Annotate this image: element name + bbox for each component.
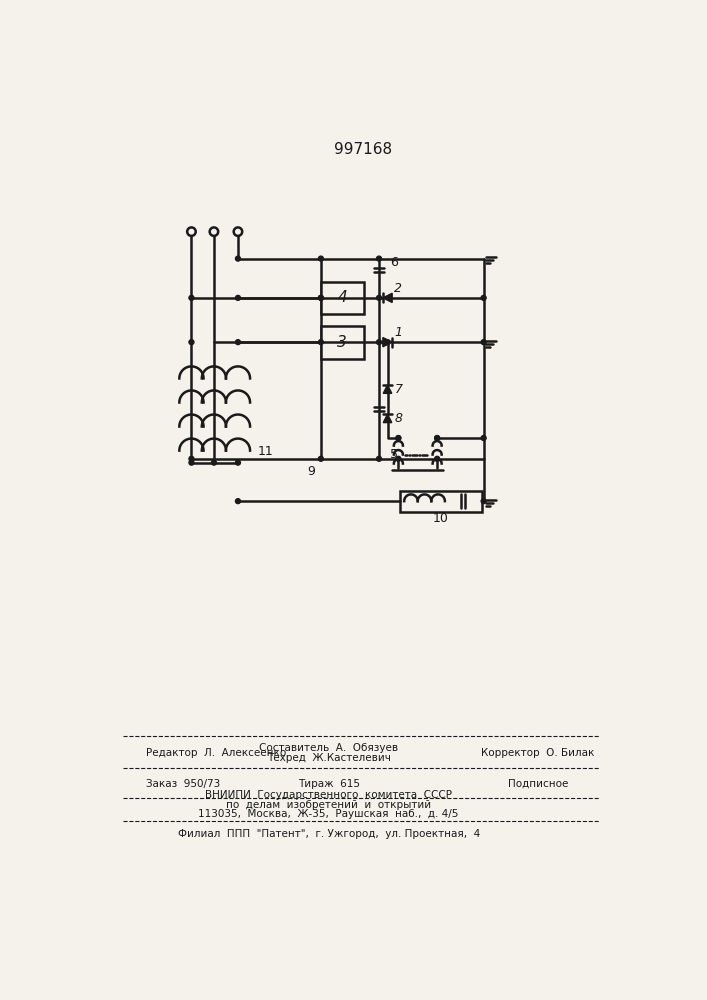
Text: Заказ  950/73: Заказ 950/73 xyxy=(146,779,221,789)
Text: Редактор  Л.  Алексеенко: Редактор Л. Алексеенко xyxy=(146,748,287,758)
Text: по  делам  изобретений  и  открытий: по делам изобретений и открытий xyxy=(226,800,431,810)
Circle shape xyxy=(396,436,401,440)
Bar xyxy=(321,282,363,314)
Circle shape xyxy=(189,295,194,300)
Circle shape xyxy=(481,340,486,345)
Circle shape xyxy=(385,340,390,345)
Polygon shape xyxy=(383,293,392,302)
Text: Составитель  А.  Обязуев: Составитель А. Обязуев xyxy=(259,743,398,753)
Circle shape xyxy=(396,436,401,440)
Circle shape xyxy=(235,295,240,300)
Polygon shape xyxy=(383,414,392,423)
Circle shape xyxy=(396,456,401,461)
Text: 113035,  Москва,  Ж-35,  Раушская  наб.,  д. 4/5: 113035, Москва, Ж-35, Раушская наб., д. … xyxy=(199,809,459,819)
Bar xyxy=(400,491,481,512)
Text: 1: 1 xyxy=(395,326,402,339)
Text: 997168: 997168 xyxy=(334,142,392,157)
Circle shape xyxy=(377,295,382,300)
Circle shape xyxy=(318,256,323,261)
Circle shape xyxy=(481,499,486,504)
Circle shape xyxy=(318,340,323,345)
Circle shape xyxy=(235,499,240,504)
Text: Подписное: Подписное xyxy=(508,779,568,789)
Circle shape xyxy=(377,340,382,345)
Circle shape xyxy=(435,436,440,440)
Text: 6: 6 xyxy=(390,256,398,269)
Text: 4: 4 xyxy=(337,290,347,305)
Text: 5: 5 xyxy=(390,448,398,461)
Text: Тираж  615: Тираж 615 xyxy=(298,779,360,789)
Circle shape xyxy=(318,295,323,300)
Circle shape xyxy=(481,436,486,440)
Circle shape xyxy=(435,456,440,461)
Text: Филиал  ППП  "Патент",  г. Ужгород,  ул. Проектная,  4: Филиал ППП "Патент", г. Ужгород, ул. Про… xyxy=(177,829,480,839)
Polygon shape xyxy=(383,385,392,393)
Circle shape xyxy=(189,460,194,465)
Circle shape xyxy=(235,340,240,345)
Text: 11: 11 xyxy=(257,445,273,458)
Bar xyxy=(321,326,363,359)
Text: 8: 8 xyxy=(395,412,402,425)
Circle shape xyxy=(481,295,486,300)
Circle shape xyxy=(435,436,440,440)
Circle shape xyxy=(235,256,240,261)
Text: ВНИИПИ  Государственного  комитета  СССР: ВНИИПИ Государственного комитета СССР xyxy=(205,790,452,800)
Circle shape xyxy=(318,295,323,300)
Text: 9: 9 xyxy=(307,465,315,478)
Circle shape xyxy=(318,456,323,461)
Text: Техред  Ж.Кастелевич: Техред Ж.Кастелевич xyxy=(267,753,390,763)
Text: 3: 3 xyxy=(337,335,347,350)
Text: 7: 7 xyxy=(395,383,402,396)
Circle shape xyxy=(377,456,382,461)
Text: Корректор  О. Билак: Корректор О. Билак xyxy=(481,748,595,758)
Circle shape xyxy=(377,256,382,261)
Text: 2: 2 xyxy=(395,282,402,295)
Circle shape xyxy=(189,456,194,461)
Circle shape xyxy=(189,340,194,345)
Circle shape xyxy=(235,460,240,465)
Polygon shape xyxy=(383,338,392,347)
Text: 10: 10 xyxy=(433,512,449,525)
Circle shape xyxy=(211,460,216,465)
